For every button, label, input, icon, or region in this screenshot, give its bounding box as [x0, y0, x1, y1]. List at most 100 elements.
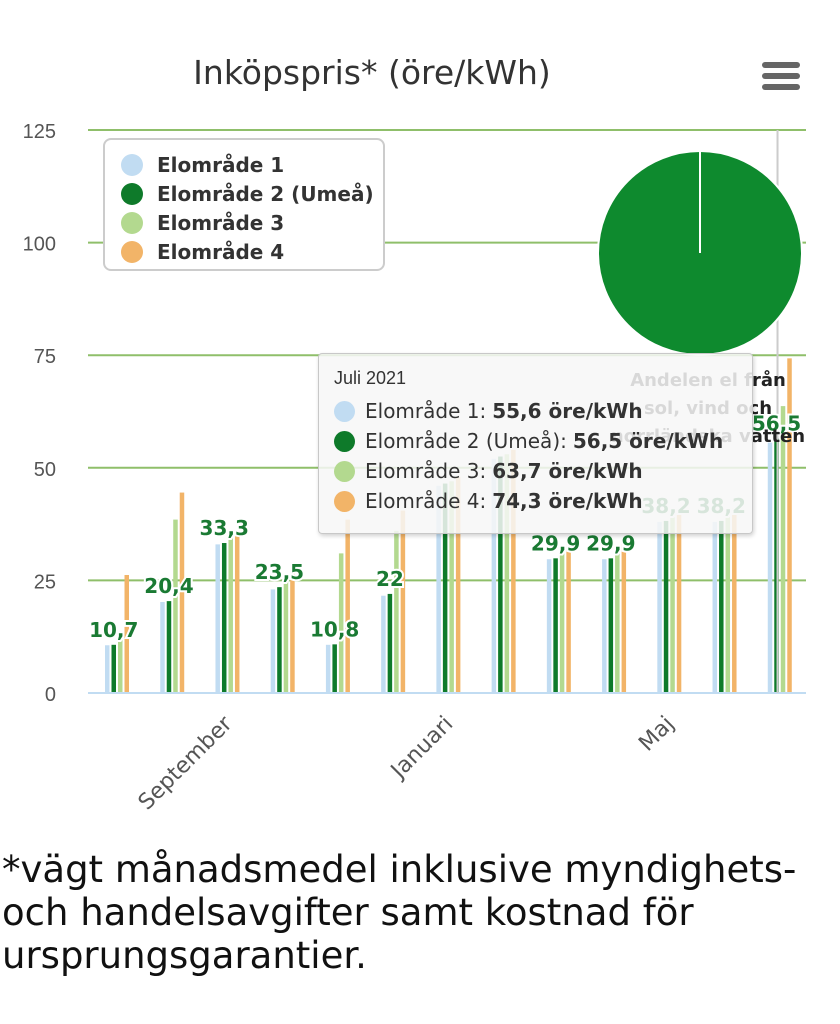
legend-label: Elområde 1	[157, 152, 285, 177]
bar[interactable]	[657, 521, 662, 693]
hamburger-menu-icon[interactable]	[762, 62, 800, 96]
bar[interactable]	[767, 442, 773, 693]
legend-marker	[121, 211, 143, 234]
legend-item-elomrade-2[interactable]: Elområde 2 (Umeå)	[121, 179, 383, 208]
bar[interactable]	[670, 517, 675, 693]
tooltip-row: Elområde 1: 55,6 öre/kWh	[334, 396, 752, 426]
legend-marker	[121, 240, 143, 263]
tooltip-label: Elområde 3:	[365, 459, 487, 483]
bar[interactable]	[663, 520, 669, 693]
tooltip-value: 63,7 öre/kWh	[492, 459, 643, 483]
bar[interactable]	[270, 589, 276, 693]
tooltip-label: Elområde 4:	[365, 489, 487, 513]
bar[interactable]	[338, 553, 344, 693]
tooltip-row: Elområde 2 (Umeå): 56,5 öre/kWh	[334, 426, 752, 456]
bar[interactable]	[504, 454, 510, 693]
bar[interactable]	[712, 521, 718, 693]
data-label: 20,4	[144, 574, 193, 598]
y-tick-label: 50	[34, 459, 56, 481]
bar[interactable]	[725, 517, 731, 693]
bar[interactable]	[160, 602, 165, 693]
bar[interactable]	[290, 573, 295, 693]
data-label: 56,5	[752, 412, 801, 436]
bar[interactable]	[546, 559, 552, 693]
bar[interactable]	[394, 530, 399, 693]
bar[interactable]	[215, 544, 220, 693]
bar[interactable]	[780, 406, 786, 693]
bar[interactable]	[621, 537, 627, 693]
data-label: 29,9	[531, 531, 580, 555]
bar[interactable]	[436, 485, 441, 693]
bar[interactable]	[719, 520, 724, 693]
bar[interactable]	[221, 543, 227, 693]
legend-marker	[121, 182, 143, 205]
x-axis-tick-labels: September Januari Maj	[134, 711, 680, 815]
data-label: 29,9	[586, 531, 635, 555]
bar[interactable]	[732, 508, 737, 693]
legend-label: Elområde 3	[157, 210, 285, 235]
data-label: 10,8	[310, 617, 359, 641]
data-label: 23,5	[255, 560, 304, 584]
bars	[105, 358, 792, 693]
x-tick-label: Maj	[634, 712, 679, 757]
bar[interactable]	[787, 358, 792, 693]
bar[interactable]	[381, 595, 386, 693]
tooltip-value: 74,3 öre/kWh	[492, 489, 643, 513]
y-tick-label: 125	[23, 121, 56, 143]
bar[interactable]	[553, 558, 558, 693]
tooltip-title: Juli 2021	[334, 368, 407, 388]
bar[interactable]	[400, 510, 406, 693]
bar[interactable]	[602, 559, 607, 693]
legend-item-elomrade-3[interactable]: Elområde 3	[121, 208, 383, 237]
bar[interactable]	[283, 578, 289, 693]
bar[interactable]	[498, 456, 503, 693]
bar[interactable]	[442, 483, 448, 693]
bar[interactable]	[676, 510, 682, 693]
legend-item-elomrade-4[interactable]: Elområde 4	[121, 237, 383, 266]
bar[interactable]	[166, 601, 172, 693]
bar[interactable]	[511, 449, 516, 693]
y-tick-label: 100	[23, 234, 56, 256]
data-label: 33,3	[200, 516, 249, 540]
x-tick-label: September	[134, 711, 238, 815]
bar[interactable]	[325, 644, 331, 693]
tooltip-marker	[334, 430, 355, 452]
legend-label: Elområde 4	[157, 239, 285, 264]
bar[interactable]	[234, 530, 240, 693]
data-label: 10,7	[89, 618, 138, 642]
tooltip-label: Elområde 2 (Umeå):	[365, 429, 567, 453]
tooltip-label: Elområde 1:	[365, 399, 487, 423]
data-label: 22	[376, 567, 404, 591]
bar[interactable]	[124, 574, 130, 693]
bar[interactable]	[105, 645, 110, 693]
bar[interactable]	[608, 558, 614, 693]
bar[interactable]	[332, 644, 337, 693]
legend-label: Elområde 2 (Umeå)	[157, 181, 374, 206]
bar[interactable]	[179, 492, 185, 693]
legend-marker	[121, 153, 143, 176]
bar[interactable]	[491, 458, 497, 693]
bar[interactable]	[559, 553, 565, 693]
bar[interactable]	[615, 551, 620, 693]
chart-area: 0 25 50 75 100 125 September Januari Maj 10,720…	[23, 53, 806, 815]
legend-item-elomrade-1[interactable]: Elområde 1	[121, 150, 383, 179]
tooltip-value: 56,5 öre/kWh	[572, 429, 724, 453]
bar[interactable]	[455, 476, 461, 693]
x-tick-label: Januari	[385, 712, 458, 785]
bar[interactable]	[173, 519, 178, 693]
bar[interactable]	[387, 593, 393, 693]
tooltip-marker	[334, 400, 355, 422]
tooltip-marker	[334, 490, 355, 512]
y-tick-label: 25	[34, 571, 56, 593]
y-axis-tick-labels: 0 25 50 75 100 125	[23, 121, 56, 706]
bar[interactable]	[566, 544, 571, 693]
bar[interactable]	[118, 638, 123, 693]
y-tick-label: 0	[45, 684, 56, 706]
bar[interactable]	[449, 481, 454, 693]
bar[interactable]	[345, 519, 350, 693]
footnote: *vägt månadsmedel inklusive myndighets- …	[2, 848, 797, 977]
bar[interactable]	[228, 535, 233, 693]
bar[interactable]	[111, 644, 117, 693]
chart-title: Inköpspris* (öre/kWh)	[193, 53, 551, 92]
bar[interactable]	[277, 587, 282, 693]
